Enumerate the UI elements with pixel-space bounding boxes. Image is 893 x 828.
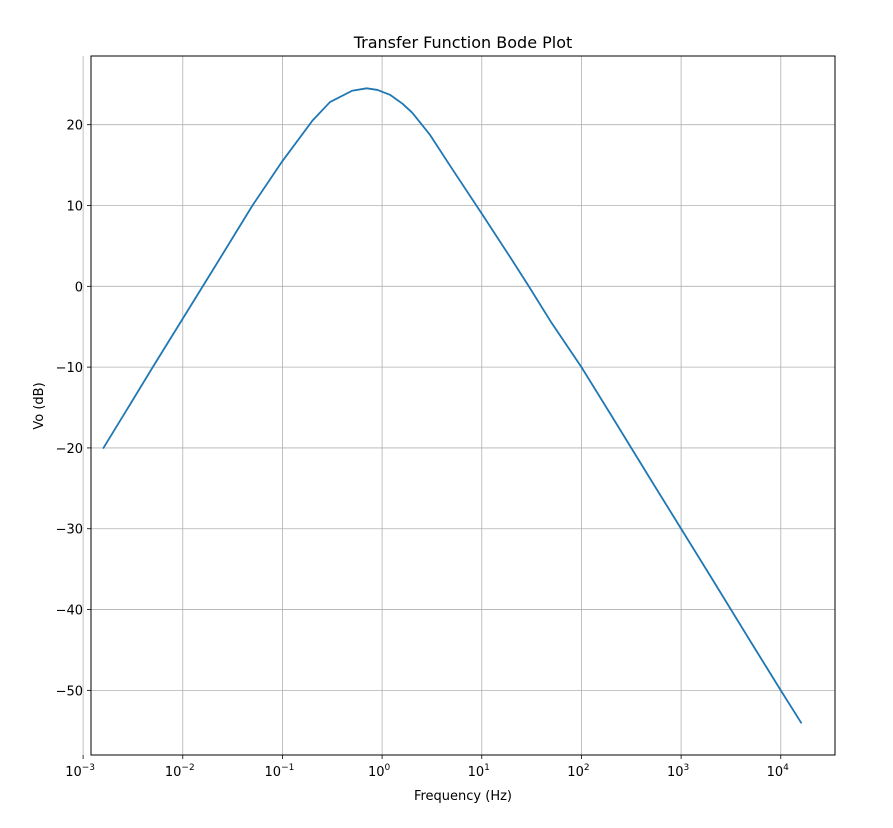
grid-lines [82,56,835,755]
x-tick-label: 10−2 [165,763,195,780]
series-layer [102,87,803,724]
y-tick-label: −20 [56,442,83,457]
y-tick-label: 0 [75,280,83,295]
y-tick-label: −40 [56,604,83,619]
x-tick-label: 10−1 [265,763,295,780]
x-tick-label: 101 [468,763,490,780]
y-tick-label: −30 [56,523,83,538]
x-tick-label: 10−3 [65,763,95,780]
y-tick-label: 10 [66,199,83,214]
y-tick-label: 20 [66,119,83,134]
x-axis-label: Frequency (Hz) [414,789,512,804]
x-tick-label: 103 [667,763,689,780]
magnitude-series-line [102,87,803,724]
chart-title: Transfer Function Bode Plot [353,33,573,52]
y-tick-label: −50 [56,684,83,699]
x-axis-ticks: 10−3 10−2 10−1 100 101 102 103 104 [65,755,789,780]
y-tick-label: −10 [56,361,83,376]
y-axis-ticks: 20 10 0 −10 −20 −30 −40 −50 [56,119,91,699]
y-axis-label: Vo (dB) [32,382,47,429]
x-tick-label: 102 [567,763,589,780]
x-tick-label: 104 [767,763,790,780]
plot-frame [90,55,836,756]
x-tick-label: 100 [368,763,391,780]
